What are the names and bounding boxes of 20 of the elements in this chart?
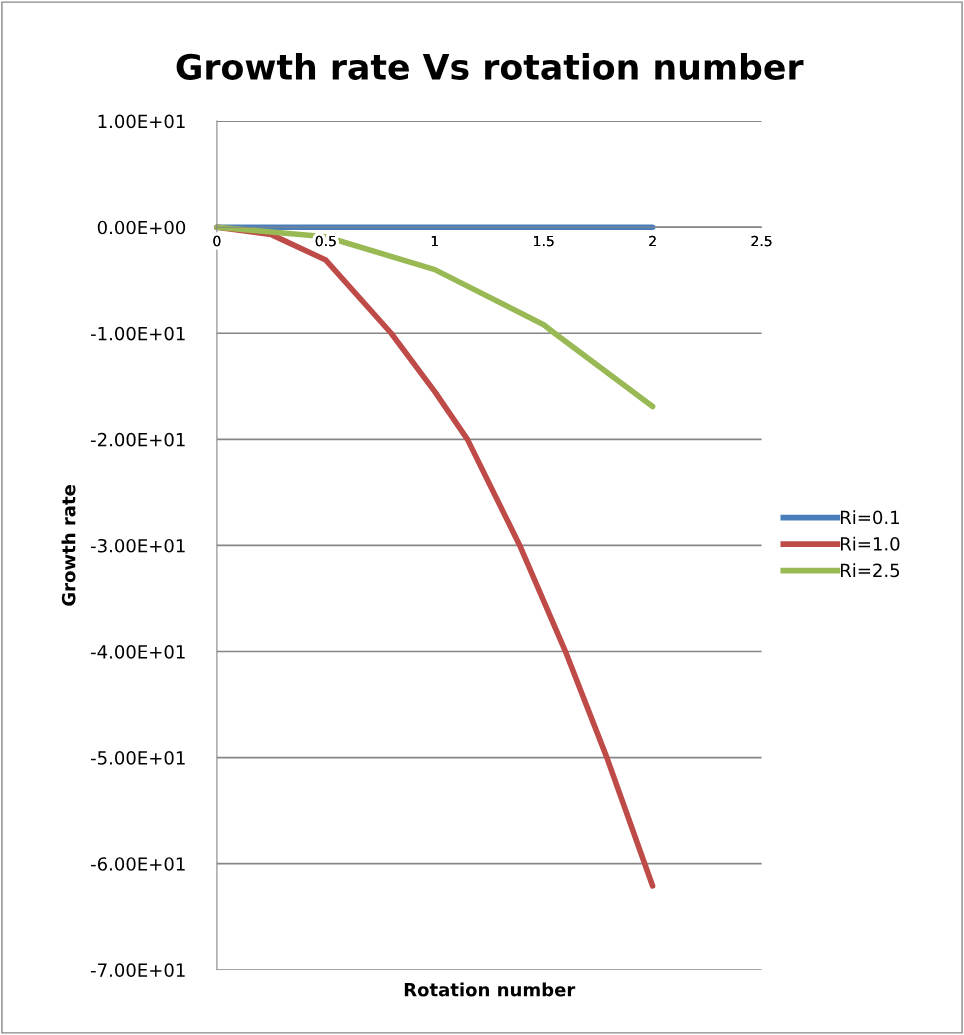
y-tick-label: 1.00E+01 bbox=[98, 114, 185, 129]
x-tick-label: 2.5 bbox=[751, 235, 772, 247]
y-tick-label: -4.00E+01 bbox=[91, 644, 185, 659]
x-tick-label: 0 bbox=[213, 235, 221, 247]
legend-label: Ri=0.1 bbox=[841, 510, 899, 525]
y-tick-label: -5.00E+01 bbox=[91, 751, 185, 765]
y-tick-label: -7.00E+01 bbox=[91, 963, 185, 977]
legend-label: Ri=2.5 bbox=[841, 563, 900, 578]
y-tick-label: 0.00E+00 bbox=[97, 220, 186, 235]
y-tick-label: -2.00E+01 bbox=[91, 432, 185, 447]
x-tick-label: 1.5 bbox=[534, 235, 554, 247]
y-tick-label: -6.00E+01 bbox=[91, 857, 185, 871]
x-axis-title: Rotation number bbox=[404, 982, 576, 997]
chart-title: Growth rate Vs rotation number bbox=[176, 53, 804, 80]
y-tick-label: -1.00E+01 bbox=[91, 326, 185, 341]
x-tick-label: 1 bbox=[431, 235, 438, 247]
legend-label: Ri=1.0 bbox=[841, 536, 900, 551]
x-tick-label: 2 bbox=[649, 235, 656, 247]
y-axis-title: Growth rate bbox=[61, 485, 76, 606]
y-tick-label: -3.00E+01 bbox=[91, 538, 185, 553]
